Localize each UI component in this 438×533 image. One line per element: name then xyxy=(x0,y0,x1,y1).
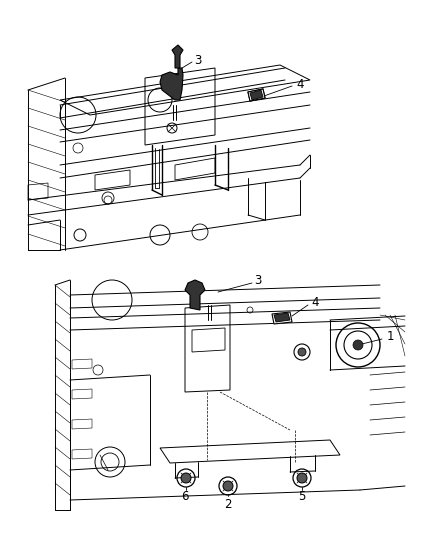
Text: 5: 5 xyxy=(298,490,306,504)
Circle shape xyxy=(181,473,191,483)
Circle shape xyxy=(223,481,233,491)
Polygon shape xyxy=(274,313,290,322)
Polygon shape xyxy=(272,312,292,324)
Polygon shape xyxy=(160,68,183,100)
Text: 4: 4 xyxy=(296,77,304,91)
Text: 2: 2 xyxy=(224,497,232,511)
Text: 4: 4 xyxy=(311,295,319,309)
Circle shape xyxy=(298,348,306,356)
Text: 3: 3 xyxy=(254,273,261,287)
Polygon shape xyxy=(172,45,183,68)
Circle shape xyxy=(297,473,307,483)
Polygon shape xyxy=(248,89,265,101)
Polygon shape xyxy=(250,90,263,100)
Text: 3: 3 xyxy=(194,53,201,67)
Text: 1: 1 xyxy=(386,329,394,343)
Polygon shape xyxy=(185,280,205,310)
Text: 6: 6 xyxy=(181,490,189,504)
Circle shape xyxy=(353,340,363,350)
